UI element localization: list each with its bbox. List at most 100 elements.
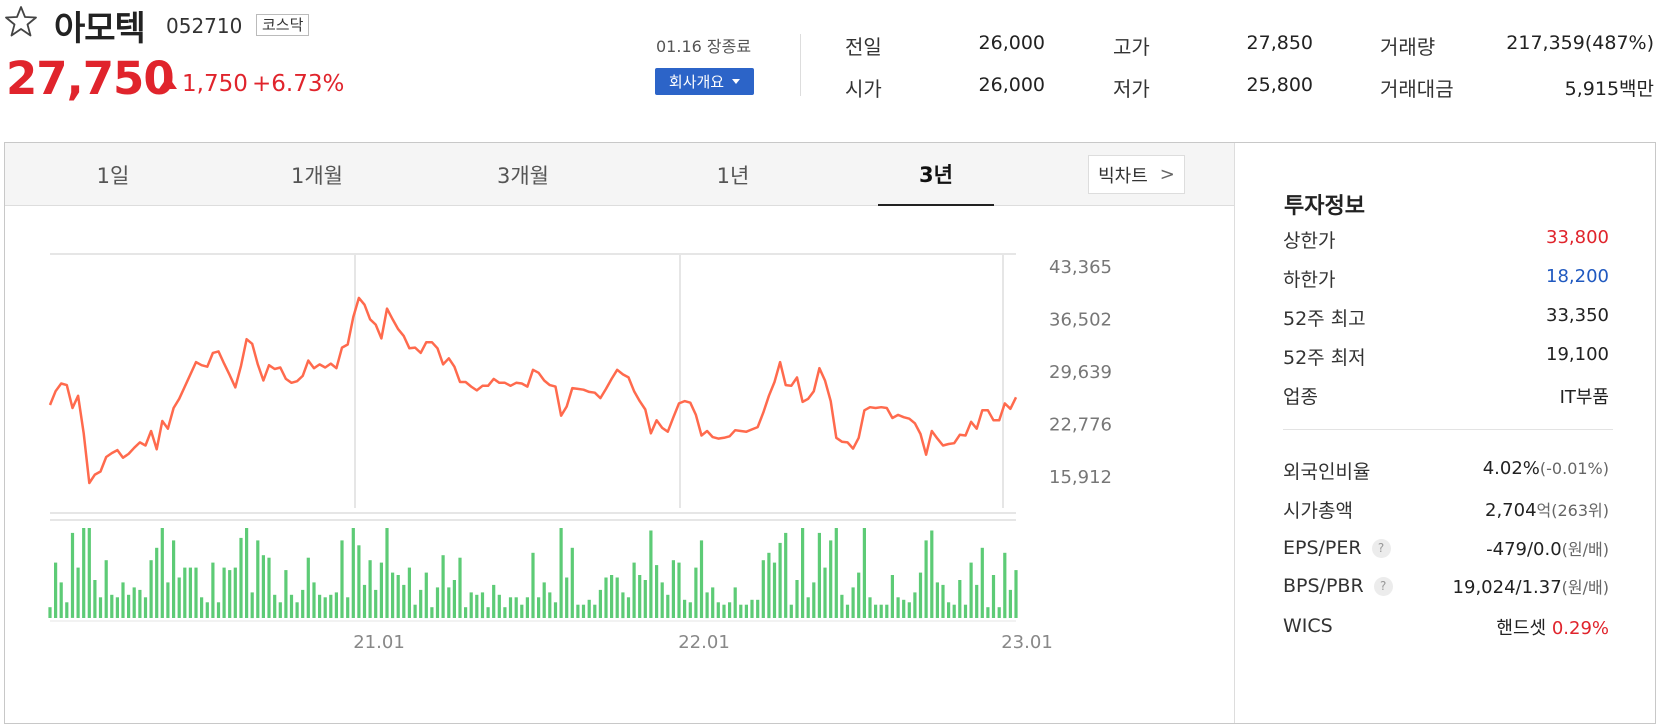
volume-bar <box>537 597 541 618</box>
volume-bar <box>548 592 552 619</box>
volume-bar <box>211 562 215 618</box>
volume-bar <box>845 604 850 618</box>
volume-bar <box>947 602 951 618</box>
volume-bar <box>385 528 389 618</box>
session-date: 01.16 장종료 <box>656 37 752 56</box>
volume-bar <box>997 607 1001 618</box>
volume-bar <box>200 597 204 618</box>
volume-bar <box>188 567 192 618</box>
volume-bar <box>497 594 501 618</box>
investment-info-title: 투자정보 <box>1284 194 1365 219</box>
tab-1day[interactable]: 1일 <box>96 163 130 188</box>
volume-bar <box>621 592 625 619</box>
volume-bar <box>587 599 591 618</box>
bps-pbr-label: BPS/PBR <box>1283 575 1364 597</box>
volume-bar <box>435 587 440 618</box>
volume-bar <box>334 592 338 619</box>
volume-bar <box>402 584 406 618</box>
volume-bar <box>739 604 743 618</box>
quote-label-low: 저가 <box>1113 77 1150 101</box>
volume-bar <box>1003 552 1007 619</box>
tab-1month[interactable]: 1개월 <box>290 163 343 188</box>
info-label-eps-per: EPS/PER? <box>1283 537 1391 559</box>
volume-bar <box>598 589 602 618</box>
volume-bar <box>250 592 254 619</box>
volume-bar <box>986 607 990 618</box>
tab-3year[interactable]: 3년 <box>878 143 994 206</box>
volume-bar <box>110 594 114 618</box>
volume-bar <box>806 597 810 618</box>
y-tick-label: 15,912 <box>1049 467 1112 488</box>
volume-bar <box>941 584 945 618</box>
volume-bar <box>728 602 732 618</box>
eps-per-label: EPS/PER <box>1283 537 1362 559</box>
help-icon[interactable]: ? <box>1373 577 1393 596</box>
volume-bar <box>885 604 889 618</box>
tab-1year[interactable]: 1년 <box>716 163 750 188</box>
quote-label-volume: 거래량 <box>1380 35 1436 59</box>
volume-bar <box>722 604 726 618</box>
volume-bar <box>868 597 872 618</box>
info-label-sector: 업종 <box>1283 386 1318 408</box>
volume-bar <box>913 592 917 619</box>
volume-bar <box>576 604 580 618</box>
volume-bar <box>542 582 546 618</box>
volume-bar <box>666 594 670 618</box>
price-chart: 43,365 36,502 29,639 22,776 15,912 21.01 22.0… <box>48 253 1112 653</box>
volume-bar <box>694 567 698 618</box>
volume-bar <box>245 528 249 618</box>
favorite-star-icon[interactable] <box>4 4 38 38</box>
help-icon[interactable]: ? <box>1371 539 1391 558</box>
volume-bar <box>143 597 148 618</box>
volume-bar <box>688 602 692 618</box>
volume-bar <box>655 565 659 618</box>
volume-bar <box>593 604 597 618</box>
volume-bar <box>660 582 664 618</box>
volume-bar <box>744 604 748 618</box>
company-overview-button[interactable]: 회사개요 <box>655 68 754 95</box>
volume-bar <box>312 582 316 618</box>
volume-bar <box>357 545 361 618</box>
volume-bar <box>761 560 765 618</box>
volume-bar <box>362 584 367 618</box>
volume-bar <box>565 577 569 618</box>
volume-bar <box>649 530 653 618</box>
volume-bar <box>525 597 529 618</box>
volume-bar <box>480 592 485 619</box>
volume-bar <box>716 602 720 618</box>
header-divider <box>800 34 801 96</box>
volume-bar <box>840 594 844 618</box>
quote-label-open: 시가 <box>845 77 882 101</box>
volume-bar <box>671 560 675 618</box>
big-chart-label: 빅차트 <box>1098 165 1148 187</box>
volume-bar <box>531 552 535 619</box>
volume-bar <box>492 584 496 618</box>
quote-label-prev-close: 전일 <box>845 35 882 59</box>
volume-bar <box>82 528 86 618</box>
eps-per-unit: (원/배) <box>1561 540 1609 559</box>
volume-bar <box>975 584 979 618</box>
volume-bar <box>907 602 911 618</box>
volume-bar <box>166 582 170 618</box>
volume-bar <box>772 562 777 618</box>
big-chart-button[interactable]: 빅차트 > <box>1088 155 1185 194</box>
volume-bar <box>447 587 451 618</box>
volume-bar <box>301 589 305 618</box>
quote-value-volume: 217,359(487%) <box>1506 32 1654 54</box>
tab-3month[interactable]: 3개월 <box>496 163 549 188</box>
volume-bar <box>379 562 383 618</box>
y-tick-label: 36,502 <box>1049 309 1112 330</box>
info-label-52w-low: 52주 최저 <box>1283 347 1366 369</box>
volume-bar <box>643 580 647 618</box>
volume-bar <box>149 560 153 618</box>
volume-bar <box>391 572 395 619</box>
quote-label-high: 고가 <box>1113 35 1150 59</box>
volume-bar <box>801 528 805 618</box>
info-value-sector: IT부품 <box>1559 387 1609 408</box>
info-label-foreign-ratio: 외국인비율 <box>1283 461 1371 483</box>
chart-panel: 1일 1개월 3개월 1년 3년 빅차트 > 43,365 36,502 29,63… <box>4 142 1656 724</box>
volume-bar <box>508 597 513 618</box>
change-rate: +6.73% <box>252 71 345 97</box>
volume-bar <box>430 607 434 618</box>
volume-bar <box>374 589 378 618</box>
